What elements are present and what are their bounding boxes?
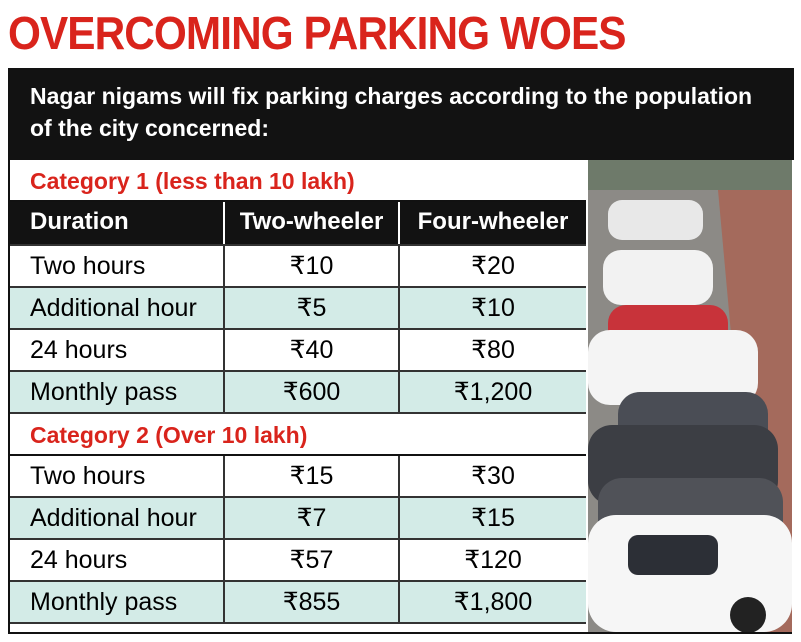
table-cell: ₹10 <box>225 246 400 286</box>
table-cell: Two hours <box>10 246 225 286</box>
table-cell: ₹40 <box>225 330 400 370</box>
table-row: Monthly pass ₹855 ₹1,800 <box>10 582 586 624</box>
table-cell: ₹855 <box>225 582 400 622</box>
column-header: Four-wheeler <box>417 208 569 235</box>
header-row: Duration Two-wheeler Four-wheeler <box>10 202 586 246</box>
table-cell: ₹30 <box>471 462 515 490</box>
table-row: 24 hours ₹40 ₹80 <box>10 330 586 372</box>
table-cell: 24 hours <box>10 540 225 580</box>
column-header: Two-wheeler <box>225 202 400 244</box>
table-row: Two hours ₹15 ₹30 <box>10 456 586 498</box>
table-row: Monthly pass ₹600 ₹1,200 <box>10 372 586 414</box>
table-cell: 24 hours <box>10 330 225 370</box>
table-cell: ₹600 <box>225 372 400 412</box>
table-row: 24 hours ₹57 ₹120 <box>10 540 586 582</box>
photo <box>588 160 792 632</box>
table-cell: Monthly pass <box>10 372 225 412</box>
table-cell: ₹15 <box>225 456 400 496</box>
column-header: Duration <box>10 202 225 244</box>
table-row: Two hours ₹10 ₹20 <box>10 246 586 288</box>
table-cell: ₹1,800 <box>453 588 533 616</box>
table-cell: ₹20 <box>471 252 515 280</box>
table-row: Additional hour ₹5 ₹10 <box>10 288 586 330</box>
table-cell: ₹80 <box>471 336 515 364</box>
table-cell: ₹5 <box>225 288 400 328</box>
table-cell: ₹10 <box>471 294 515 322</box>
intro: Nagar nigams will fix parking charges ac… <box>8 68 794 160</box>
table-cell: Additional hour <box>10 288 225 328</box>
table-cell: ₹15 <box>471 504 515 532</box>
table-cell: ₹57 <box>225 540 400 580</box>
table-cell: ₹1,200 <box>453 378 533 406</box>
category-heading: Category 1 (less than 10 lakh) <box>10 160 586 202</box>
table-cell: Additional hour <box>10 498 225 538</box>
category-heading: Category 2 (Over 10 lakh) <box>10 414 586 456</box>
table-cell: Two hours <box>10 456 225 496</box>
title: OVERCOMING PARKING WOES <box>8 7 627 59</box>
table-cell: Monthly pass <box>10 582 225 622</box>
table-row: Additional hour ₹7 ₹15 <box>10 498 586 540</box>
table-cell: ₹120 <box>464 546 522 574</box>
table-cell: ₹7 <box>225 498 400 538</box>
table: Category 1 (less than 10 lakh) Duration Tw… <box>10 160 586 624</box>
